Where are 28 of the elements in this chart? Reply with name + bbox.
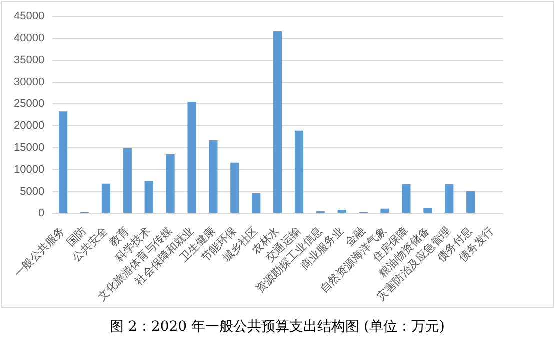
bar (166, 154, 175, 214)
bar (209, 140, 218, 214)
y-tick-label: 5000 (20, 186, 45, 198)
y-tick-label: 30000 (14, 76, 45, 88)
bar (402, 184, 411, 214)
bar (188, 102, 196, 214)
bar (144, 181, 154, 214)
bar (380, 208, 390, 214)
bar (252, 194, 261, 214)
bar (59, 112, 68, 214)
bar (424, 208, 432, 214)
y-tick-label: 40000 (14, 32, 45, 45)
bar (123, 148, 132, 214)
bar (338, 210, 346, 214)
y-tick-label: 25000 (14, 98, 45, 110)
bar (102, 184, 110, 214)
text: 图 2：2020 年一般公共预算支出结构图 (单位：万元) (109, 318, 446, 336)
bar (294, 130, 304, 214)
y-tick-label: 10000 (14, 164, 45, 176)
y-tick-label: 45000 (14, 10, 45, 23)
y-tick-label: 0 (38, 208, 45, 220)
y-tick-label: 35000 (14, 54, 45, 66)
bar (274, 31, 282, 214)
y-tick-label: 15000 (14, 142, 45, 154)
bar (445, 184, 454, 214)
bar (230, 162, 240, 214)
y-tick-label: 20000 (14, 120, 45, 132)
bar (466, 191, 476, 214)
